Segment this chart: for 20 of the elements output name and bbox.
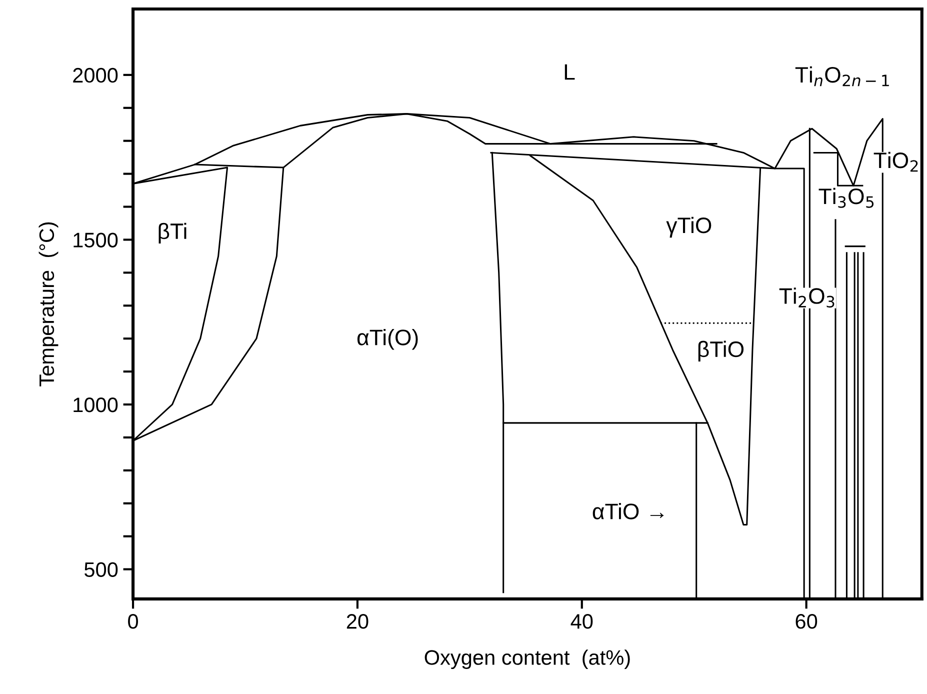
annotation: αTi(O) <box>357 329 418 350</box>
y-tick-label: 1000 <box>74 397 118 412</box>
annotation: αTiO → <box>592 503 664 520</box>
annotation: βTiO <box>698 340 744 362</box>
y-tick-label: 2000 <box>73 68 118 83</box>
x-tick-label: 60 <box>796 614 818 629</box>
x-tick-label: 0 <box>128 614 138 629</box>
y-axis-title: Temperature (°C) <box>38 222 58 386</box>
y-tick-label: 1500 <box>74 232 118 248</box>
y-tick-label: 500 <box>84 562 118 578</box>
annotation: βTi <box>158 222 186 244</box>
annotation: L <box>564 64 575 80</box>
annotation: Ti$_{3}$O$_{5}$ <box>818 188 874 208</box>
annotation: γTiO <box>666 216 712 238</box>
x-tick-label: 40 <box>570 614 593 629</box>
annotation: TiO$_{2}$ <box>874 152 918 172</box>
x-tick-label: 20 <box>346 614 368 629</box>
x-axis-title: Oxygen content (at%) <box>424 650 630 670</box>
annotation: Ti$_{2}$O$_{3}$ <box>779 288 834 308</box>
annotation: Ti$_{n}$O$_{2n−1}$ <box>795 66 889 86</box>
